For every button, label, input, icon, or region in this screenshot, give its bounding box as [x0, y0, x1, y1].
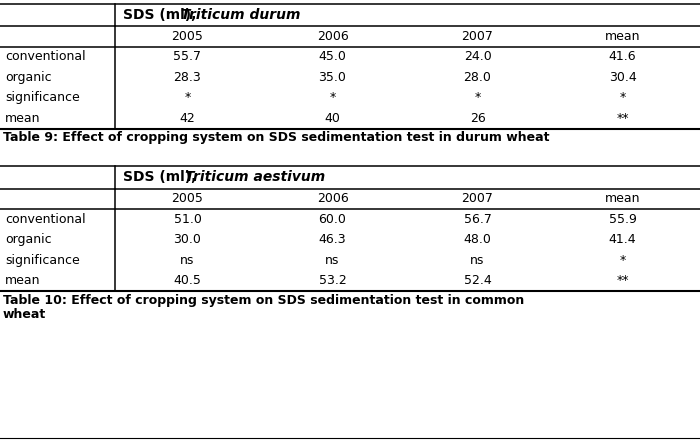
Text: 2007: 2007 [461, 192, 493, 205]
Text: conventional: conventional [5, 50, 85, 63]
Text: 2005: 2005 [172, 192, 204, 205]
Text: 41.6: 41.6 [609, 50, 636, 63]
Text: 42: 42 [180, 112, 195, 125]
Text: mean: mean [605, 192, 640, 205]
Text: wheat: wheat [3, 309, 46, 321]
Text: 51.0: 51.0 [174, 213, 202, 226]
Text: mean: mean [5, 274, 41, 287]
Text: ns: ns [181, 254, 195, 267]
Text: *: * [620, 254, 626, 267]
Text: 2005: 2005 [172, 30, 204, 43]
Text: *: * [330, 91, 335, 104]
Text: *: * [184, 91, 190, 104]
Text: Table 10: Effect of cropping system on SDS sedimentation test in common: Table 10: Effect of cropping system on S… [3, 294, 524, 307]
Text: mean: mean [5, 112, 41, 125]
Text: 55.9: 55.9 [608, 213, 636, 226]
Text: *: * [475, 91, 481, 104]
Text: 60.0: 60.0 [318, 213, 346, 226]
Text: 28.3: 28.3 [174, 71, 202, 84]
Text: 28.0: 28.0 [463, 71, 491, 84]
Text: significance: significance [5, 91, 80, 104]
Text: ns: ns [470, 254, 484, 267]
Text: Table 9: Effect of cropping system on SDS sedimentation test in durum wheat: Table 9: Effect of cropping system on SD… [3, 132, 550, 145]
Text: organic: organic [5, 233, 52, 246]
Text: 41.4: 41.4 [609, 233, 636, 246]
Text: 40: 40 [325, 112, 340, 125]
Text: **: ** [616, 112, 629, 125]
Text: 48.0: 48.0 [463, 233, 491, 246]
Text: 45.0: 45.0 [318, 50, 346, 63]
Text: 53.2: 53.2 [318, 274, 346, 287]
Text: *: * [620, 91, 626, 104]
Text: **: ** [616, 274, 629, 287]
Text: 35.0: 35.0 [318, 71, 346, 84]
Text: 30.0: 30.0 [174, 233, 202, 246]
Text: 26: 26 [470, 112, 485, 125]
Text: 2006: 2006 [316, 192, 349, 205]
Text: 30.4: 30.4 [608, 71, 636, 84]
Text: SDS (ml),: SDS (ml), [123, 8, 202, 22]
Text: significance: significance [5, 254, 80, 267]
Text: 2007: 2007 [461, 30, 493, 43]
Text: ns: ns [326, 254, 340, 267]
Text: 40.5: 40.5 [174, 274, 202, 287]
Text: 24.0: 24.0 [463, 50, 491, 63]
Text: 46.3: 46.3 [318, 233, 346, 246]
Text: conventional: conventional [5, 213, 85, 226]
Text: 55.7: 55.7 [174, 50, 202, 63]
Text: mean: mean [605, 30, 640, 43]
Text: SDS (ml),: SDS (ml), [123, 171, 206, 184]
Text: Triticum aestivum: Triticum aestivum [185, 171, 326, 184]
Text: 52.4: 52.4 [463, 274, 491, 287]
Text: organic: organic [5, 71, 52, 84]
Text: Triticum durum: Triticum durum [181, 8, 300, 22]
Text: 2006: 2006 [316, 30, 349, 43]
Text: 56.7: 56.7 [463, 213, 491, 226]
